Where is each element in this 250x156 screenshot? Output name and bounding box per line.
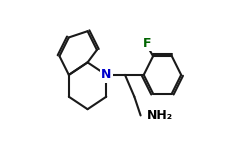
Text: F: F	[142, 37, 151, 50]
Text: N: N	[101, 68, 112, 81]
Text: NH₂: NH₂	[147, 109, 173, 122]
